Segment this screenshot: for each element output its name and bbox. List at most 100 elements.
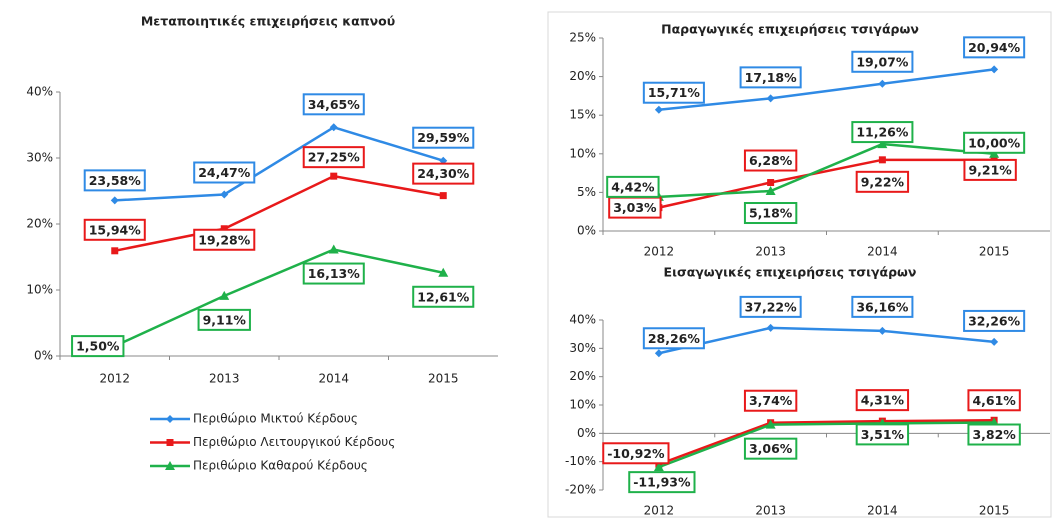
value-label-box <box>606 175 660 198</box>
value-label-box <box>963 131 1026 154</box>
value-label-box <box>83 218 146 241</box>
y-tick-label: 0% <box>577 224 596 238</box>
series-line <box>658 326 995 355</box>
value-label-box <box>743 202 798 225</box>
marker <box>767 179 775 187</box>
marker <box>765 419 776 429</box>
value-label-box <box>851 295 914 318</box>
value-label-box <box>602 442 670 465</box>
value-label-box <box>302 146 365 169</box>
marker <box>165 461 175 470</box>
value-label: 9,22% <box>861 174 905 189</box>
series-line <box>658 419 995 466</box>
value-label-box <box>963 158 1017 181</box>
legend-label: Περιθώριο Καθαρού Κέρδους <box>193 459 368 473</box>
value-label-box <box>302 93 365 116</box>
y-tick-label: 10% <box>569 146 596 160</box>
value-label-box <box>71 335 125 358</box>
value-label: 4,61% <box>972 393 1016 408</box>
marker <box>878 79 887 88</box>
series-line <box>658 421 995 469</box>
marker <box>766 94 775 103</box>
value-label: 9,11% <box>203 312 247 327</box>
value-label: 34,65% <box>308 97 361 112</box>
value-label-box <box>197 308 251 331</box>
y-tick-label: 20% <box>26 217 53 231</box>
x-tick-label: 2013 <box>755 504 786 518</box>
marker <box>329 123 338 132</box>
marker <box>878 156 886 164</box>
value-label: -10,92% <box>607 446 665 461</box>
y-tick-label: 20% <box>569 369 596 383</box>
value-label: 28,26% <box>648 331 701 346</box>
value-label: 24,30% <box>417 166 470 181</box>
marker <box>220 190 229 199</box>
value-label: 6,28% <box>749 153 793 168</box>
value-label-box <box>412 162 475 185</box>
y-tick-label: 40% <box>26 85 53 99</box>
value-label: 3,51% <box>861 427 905 442</box>
value-label: 19,07% <box>856 54 909 69</box>
value-label-box <box>412 126 475 149</box>
legend-label: Περιθώριο Λειτουργικού Κέρδους <box>193 435 395 449</box>
marker <box>878 326 887 335</box>
marker <box>330 172 338 180</box>
value-label-box <box>739 295 802 318</box>
marker <box>438 267 449 277</box>
legend-label: Περιθώριο Μικτού Κέρδους <box>193 412 358 426</box>
value-label: 20,94% <box>968 40 1021 55</box>
value-label-box <box>743 437 798 460</box>
value-label-box <box>642 81 705 104</box>
value-label: 15,71% <box>648 85 701 100</box>
x-tick-label: 2015 <box>428 372 459 386</box>
series-line <box>114 174 444 253</box>
y-tick-label: -10% <box>565 454 596 468</box>
value-label: -11,93% <box>633 475 691 490</box>
value-label: 24,47% <box>198 165 251 180</box>
marker <box>439 192 447 200</box>
value-label: 3,06% <box>749 441 793 456</box>
value-label: 16,13% <box>308 266 361 281</box>
value-label-box <box>851 121 914 144</box>
value-label-box <box>855 170 910 193</box>
marker <box>166 415 174 423</box>
value-label: 4,42% <box>611 179 655 194</box>
value-label-box <box>743 389 798 412</box>
marker <box>766 323 775 332</box>
marker <box>110 196 119 205</box>
value-label: 3,74% <box>749 393 793 408</box>
value-label-box <box>855 423 910 446</box>
value-label: 19,28% <box>198 232 251 247</box>
value-label-box <box>855 389 910 412</box>
marker <box>111 247 119 255</box>
marker <box>877 139 888 149</box>
value-label-box <box>642 327 705 350</box>
y-tick-label: 25% <box>569 31 596 45</box>
marker <box>166 439 174 446</box>
chart-title: Μεταποιητικές επιχειρήσεις καπνού <box>141 14 395 29</box>
value-label: 37,22% <box>745 299 798 314</box>
y-tick-label: 15% <box>569 108 596 122</box>
value-label-box <box>193 228 256 251</box>
marker <box>765 186 776 196</box>
value-label-box <box>851 50 914 73</box>
value-label-box <box>412 285 475 308</box>
marker <box>654 349 663 358</box>
series-line <box>114 248 444 348</box>
value-label: 36,16% <box>856 299 909 314</box>
panel-frame <box>547 11 1052 518</box>
value-label-box <box>302 262 365 285</box>
value-label-box <box>967 389 1021 412</box>
value-label: 15,94% <box>89 222 142 237</box>
value-label: 11,26% <box>856 125 909 140</box>
value-label-box <box>628 471 696 494</box>
x-tick-label: 2013 <box>755 245 786 259</box>
y-tick-label: 5% <box>577 185 596 199</box>
chart-title: Εισαγωγικές επιχειρήσεις τσιγάρων <box>664 265 917 280</box>
value-label-box <box>83 169 146 192</box>
chart-title: Παραγωγικές επιχειρήσεις τσιγάρων <box>661 22 919 37</box>
series-line <box>658 68 995 111</box>
marker <box>219 290 230 300</box>
x-tick-label: 2012 <box>644 504 675 518</box>
